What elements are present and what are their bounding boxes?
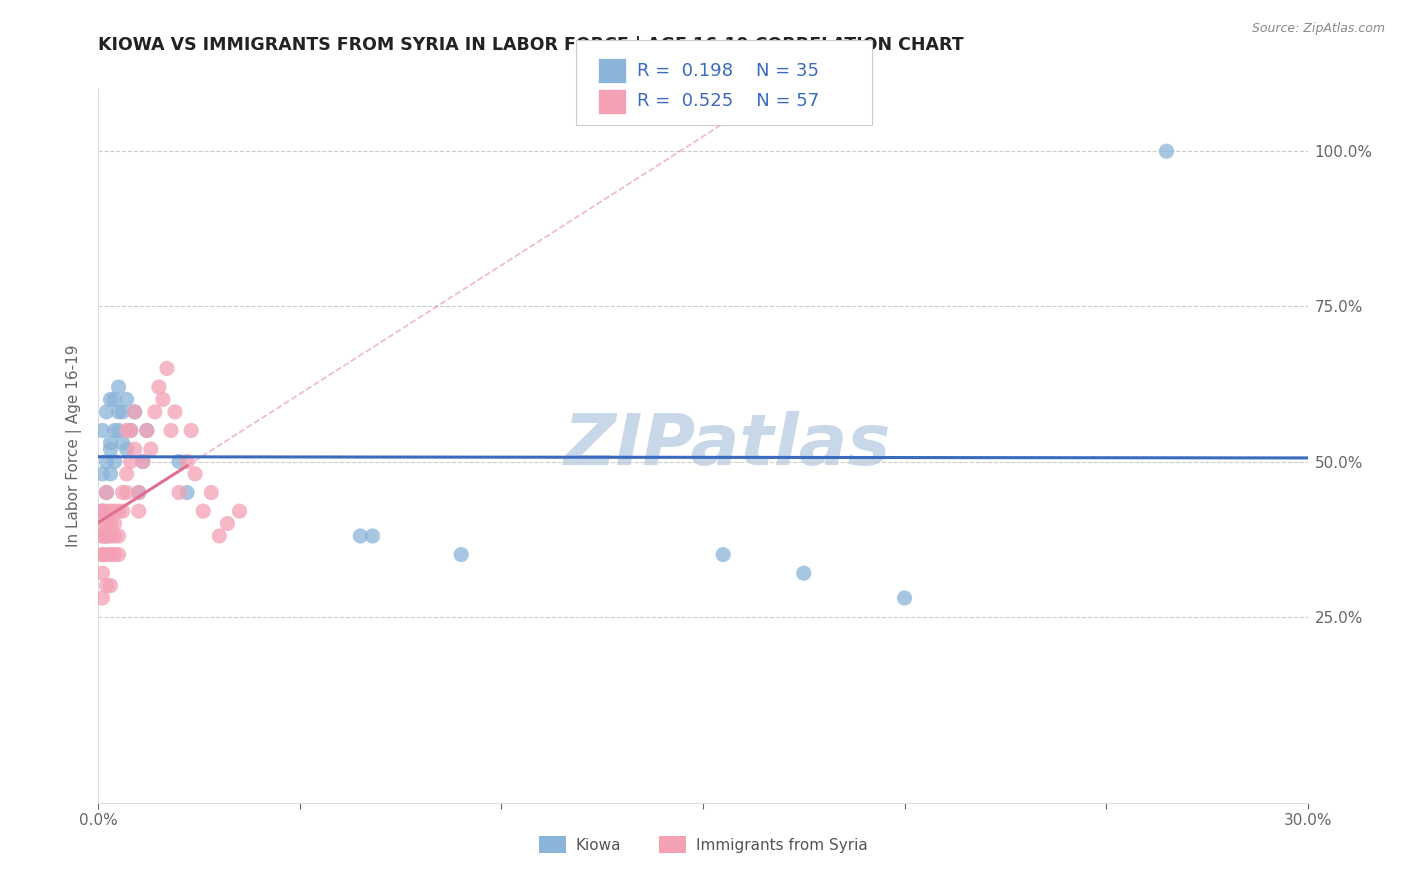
Point xyxy=(91,516,114,531)
Point xyxy=(450,548,472,562)
Point xyxy=(135,424,157,438)
Point xyxy=(100,548,122,562)
Point xyxy=(167,454,190,468)
Point xyxy=(103,424,125,438)
Point xyxy=(111,485,134,500)
Point xyxy=(103,454,125,468)
Point xyxy=(91,566,114,581)
Point xyxy=(163,405,186,419)
Point xyxy=(96,548,118,562)
Point xyxy=(115,392,138,407)
Text: KIOWA VS IMMIGRANTS FROM SYRIA IN LABOR FORCE | AGE 16-19 CORRELATION CHART: KIOWA VS IMMIGRANTS FROM SYRIA IN LABOR … xyxy=(98,36,965,54)
Point xyxy=(180,424,202,438)
Point xyxy=(115,442,138,456)
Point xyxy=(91,548,114,562)
Point xyxy=(711,548,734,562)
Point xyxy=(124,405,146,419)
Text: R =  0.198    N = 35: R = 0.198 N = 35 xyxy=(637,62,818,80)
Text: R =  0.525    N = 57: R = 0.525 N = 57 xyxy=(637,92,820,111)
Point xyxy=(349,529,371,543)
Point xyxy=(143,405,166,419)
Point xyxy=(124,405,146,419)
Point xyxy=(156,361,179,376)
Point xyxy=(1156,145,1178,159)
Point xyxy=(100,516,122,531)
Point xyxy=(100,579,122,593)
Point xyxy=(132,454,155,468)
Point xyxy=(96,529,118,543)
Point xyxy=(91,467,114,481)
Point xyxy=(120,424,142,438)
Point xyxy=(96,529,118,543)
Point xyxy=(91,529,114,543)
Text: ZIPatlas: ZIPatlas xyxy=(564,411,891,481)
Point xyxy=(103,548,125,562)
Point xyxy=(91,591,114,605)
Point xyxy=(107,548,129,562)
Point xyxy=(361,529,384,543)
Point xyxy=(107,405,129,419)
Point xyxy=(100,467,122,481)
Point xyxy=(128,485,150,500)
Point xyxy=(793,566,815,581)
Point xyxy=(96,485,118,500)
Point xyxy=(96,529,118,543)
Point xyxy=(217,516,239,531)
Point xyxy=(91,504,114,518)
Point xyxy=(176,485,198,500)
Point xyxy=(124,442,146,456)
Point xyxy=(91,504,114,518)
Point xyxy=(176,454,198,468)
Point xyxy=(135,424,157,438)
Point xyxy=(91,504,114,518)
Point xyxy=(120,454,142,468)
Point xyxy=(228,504,250,518)
Point xyxy=(167,485,190,500)
Point xyxy=(208,529,231,543)
Point xyxy=(100,436,122,450)
Point xyxy=(100,392,122,407)
Point xyxy=(111,436,134,450)
Point xyxy=(115,485,138,500)
Point xyxy=(115,467,138,481)
Point xyxy=(111,405,134,419)
Point xyxy=(96,579,118,593)
Point xyxy=(107,504,129,518)
Point xyxy=(96,454,118,468)
Point xyxy=(152,392,174,407)
Point xyxy=(91,548,114,562)
Legend: Kiowa, Immigrants from Syria: Kiowa, Immigrants from Syria xyxy=(533,830,873,859)
Point xyxy=(120,424,142,438)
Point xyxy=(200,485,222,500)
Point xyxy=(91,424,114,438)
Point xyxy=(96,485,118,500)
Point xyxy=(100,529,122,543)
Point xyxy=(111,504,134,518)
Point xyxy=(100,504,122,518)
Point xyxy=(893,591,915,605)
Point xyxy=(96,516,118,531)
Point xyxy=(115,424,138,438)
Point xyxy=(193,504,215,518)
Point xyxy=(103,504,125,518)
Point xyxy=(91,529,114,543)
Text: Source: ZipAtlas.com: Source: ZipAtlas.com xyxy=(1251,22,1385,36)
Y-axis label: In Labor Force | Age 16-19: In Labor Force | Age 16-19 xyxy=(66,344,83,548)
Point xyxy=(107,529,129,543)
Point xyxy=(103,516,125,531)
Point xyxy=(132,454,155,468)
Point xyxy=(96,405,118,419)
Point xyxy=(148,380,170,394)
Point xyxy=(103,529,125,543)
Point xyxy=(184,467,207,481)
Point xyxy=(160,424,183,438)
Point xyxy=(128,485,150,500)
Point xyxy=(107,424,129,438)
Point xyxy=(103,392,125,407)
Point xyxy=(139,442,162,456)
Point xyxy=(100,442,122,456)
Point xyxy=(107,380,129,394)
Point xyxy=(128,504,150,518)
Point xyxy=(96,504,118,518)
